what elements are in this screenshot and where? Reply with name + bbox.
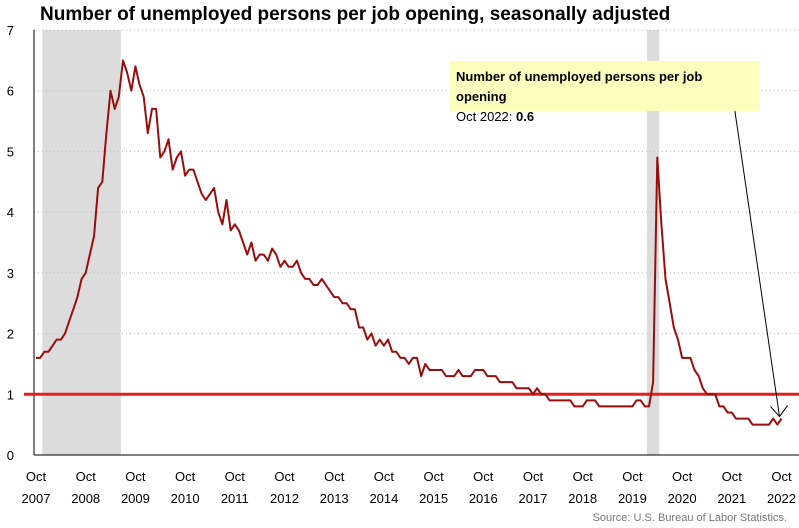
- x-tick-label-month: Oct: [324, 469, 345, 484]
- callout-line: Oct 2022: 0.6: [456, 107, 754, 127]
- x-tick-label-year: 2019: [618, 491, 647, 506]
- x-tick-label-year: 2020: [668, 491, 697, 506]
- x-tick-label-year: 2009: [121, 491, 150, 506]
- y-axis-ticks: 0 1 2 3 4 5 6 7: [7, 23, 14, 463]
- x-tick-label-month: Oct: [225, 469, 246, 484]
- y-tick-label: 6: [7, 84, 14, 99]
- x-tick-label-month: Oct: [523, 469, 544, 484]
- x-tick-label-month: Oct: [573, 469, 594, 484]
- callout-heading: Number of unemployed persons per job ope…: [456, 69, 703, 104]
- recession-bands: [42, 30, 660, 455]
- y-tick-label: 7: [7, 23, 14, 38]
- x-tick-label-year: 2008: [71, 491, 100, 506]
- y-tick-label: 5: [7, 144, 14, 159]
- x-tick-label-month: Oct: [274, 469, 295, 484]
- x-tick-label-month: Oct: [423, 469, 444, 484]
- x-tick-label-year: 2007: [22, 491, 51, 506]
- x-tick-label-year: 2012: [270, 491, 299, 506]
- x-tick-label-year: 2017: [519, 491, 548, 506]
- x-tick-label-month: Oct: [125, 469, 146, 484]
- y-tick-label: 1: [7, 387, 14, 402]
- x-tick-label-month: Oct: [672, 469, 693, 484]
- y-tick-label: 2: [7, 327, 14, 342]
- y-tick-label: 3: [7, 266, 14, 281]
- x-tick-label-month: Oct: [722, 469, 743, 484]
- recession-band-1: [42, 30, 121, 455]
- x-tick-label-year: 2013: [320, 491, 349, 506]
- callout-arrowhead: [770, 405, 788, 418]
- x-tick-label-month: Oct: [473, 469, 494, 484]
- x-tick-label-month: Oct: [26, 469, 47, 484]
- y-tick-label: 0: [7, 448, 14, 463]
- callout-box: Number of unemployed persons per job ope…: [450, 61, 760, 124]
- series-line: [36, 59, 783, 426]
- callout-value: 0.6: [516, 109, 535, 124]
- x-tick-label-month: Oct: [175, 469, 196, 484]
- x-tick-label-year: 2011: [221, 491, 249, 506]
- x-tick-label-year: 2018: [568, 491, 597, 506]
- callout-period: Oct 2022:: [456, 109, 513, 124]
- x-tick-label-year: 2022: [767, 491, 796, 506]
- x-tick-label-year: 2010: [171, 491, 200, 506]
- x-tick-label-month: Oct: [76, 469, 97, 484]
- callout-leader: [732, 97, 780, 417]
- x-tick-label-year: 2014: [369, 491, 398, 506]
- x-tick-label-month: Oct: [771, 469, 792, 484]
- x-tick-label-year: 2015: [419, 491, 448, 506]
- x-tick-label-year: 2016: [469, 491, 498, 506]
- chart-title: Number of unemployed persons per job ope…: [40, 4, 671, 25]
- recession-band-2: [646, 30, 660, 455]
- source-note: Source: U.S. Bureau of Labor Statistics.: [592, 512, 787, 524]
- x-tick-label-year: 2021: [717, 491, 746, 506]
- x-axis-ticks: Oct 2007 Oct 2008 Oct 2009 Oct 2010 Oct 2011 Oct 20…: [22, 469, 796, 506]
- x-tick-label-month: Oct: [374, 469, 395, 484]
- y-tick-label: 4: [7, 205, 14, 220]
- x-tick-label-month: Oct: [622, 469, 643, 484]
